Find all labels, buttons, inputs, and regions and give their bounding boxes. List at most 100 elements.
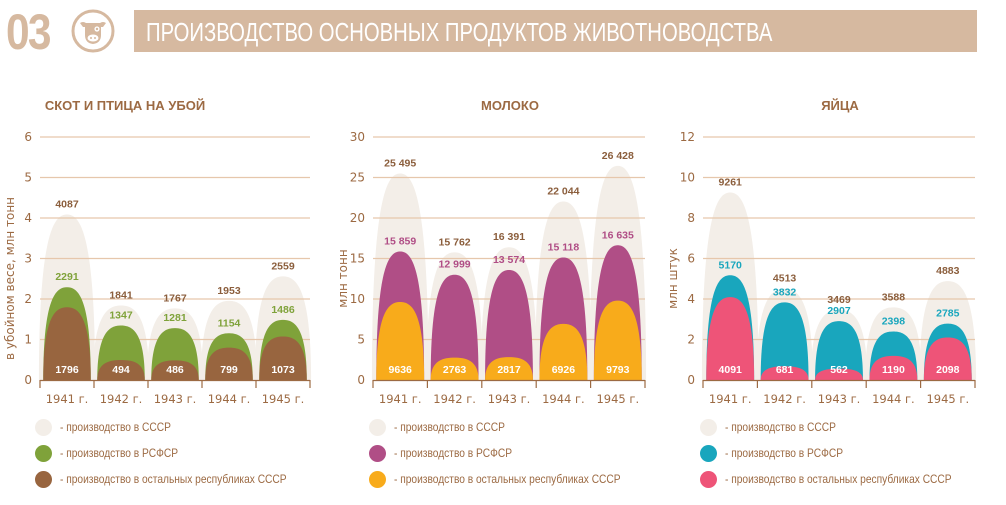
chart-milk: МОЛОКО млн тонн 0 5 10 15 20 25 30 1941 г. 1942 г.… (336, 98, 647, 406)
value-label-rsfsr: 2291 (55, 271, 79, 283)
value-label-ussr: 15 762 (439, 236, 471, 248)
x-tick-label: 1943 г. (154, 392, 197, 406)
value-label-ussr: 3588 (882, 291, 906, 303)
value-label-other: 681 (776, 364, 794, 376)
y-tick-label: 20 (350, 211, 365, 225)
y-tick-label: 10 (680, 171, 695, 185)
value-label-other: 486 (166, 364, 184, 376)
x-tick-label: 1942 г. (100, 392, 143, 406)
value-label-other: 799 (220, 364, 238, 376)
y-axis-label: в убойном весе, млн тонн (3, 197, 17, 360)
x-tick-label: 1942 г. (763, 392, 806, 406)
arch-rsfsr (430, 274, 479, 380)
value-label-ussr: 1953 (217, 285, 241, 297)
value-label-rsfsr: 2785 (936, 308, 960, 320)
y-tick-label: 6 (687, 252, 695, 266)
y-tick-label: 0 (687, 373, 695, 387)
value-label-other: 6926 (552, 364, 576, 376)
value-label-rsfsr: 5170 (719, 259, 743, 271)
y-tick-label: 4 (687, 292, 695, 306)
x-tick-label: 1945 г. (926, 392, 969, 406)
legend-label: - производство в СССР (394, 420, 505, 434)
y-axis-label: млн штук (666, 248, 680, 309)
legend-item-other: - производство в остальных республиках С… (700, 466, 992, 492)
legend-item-rsfsr: - производство в РСФСР (369, 440, 661, 466)
legend-label: - производство в остальных республиках С… (60, 472, 287, 486)
legend-item-other: - производство в остальных республиках С… (369, 466, 661, 492)
arch-other (706, 297, 755, 380)
y-tick-label: 2 (687, 333, 695, 347)
x-tick-label: 1945 г. (596, 392, 639, 406)
y-tick-label: 1 (24, 333, 32, 347)
y-axis-label: млн тонн (336, 249, 350, 307)
arch-other (259, 336, 307, 380)
value-label-rsfsr: 1486 (271, 304, 295, 316)
value-label-ussr: 4513 (773, 273, 797, 285)
legend-label: - производство в остальных республиках С… (725, 472, 952, 486)
y-tick-label: 2 (24, 292, 32, 306)
chart-meat: СКОТ И ПТИЦА НА УБОЙ в убойном весе, млн … (3, 98, 312, 406)
x-tick-label: 1941 г. (379, 392, 422, 406)
y-tick-label: 5 (357, 333, 365, 347)
value-label-other: 2098 (936, 364, 960, 376)
legend-label: - производство в РСФСР (394, 446, 513, 460)
y-tick-label: 0 (24, 373, 32, 387)
legend-item-ussr: - производство в СССР (700, 414, 992, 440)
value-label-rsfsr: 15 859 (384, 236, 416, 248)
section-number: 03 (6, 4, 52, 60)
charts-area: СКОТ И ПТИЦА НА УБОЙ в убойном весе, млн … (3, 98, 977, 406)
value-label-other: 9793 (606, 364, 630, 376)
value-label-other: 1796 (55, 364, 79, 376)
value-label-rsfsr: 1347 (109, 309, 133, 321)
legend-label: - производство в остальных республиках С… (394, 472, 621, 486)
x-tick-label: 1945 г. (262, 392, 305, 406)
legend-dot-rsfsr (369, 444, 386, 462)
legend-dot-ussr (700, 418, 717, 436)
arch-other (815, 368, 863, 380)
y-tick-label: 4 (24, 211, 32, 225)
x-tick-label: 1941 г. (46, 392, 89, 406)
arch-rsfsr (815, 321, 863, 380)
y-tick-label: 6 (24, 130, 32, 144)
y-tick-label: 30 (350, 130, 365, 144)
x-tick-label: 1944 г. (208, 392, 251, 406)
value-label-rsfsr: 1154 (218, 317, 241, 329)
value-label-rsfsr: 2398 (882, 315, 906, 327)
arch-other (376, 301, 425, 380)
arch-other (151, 360, 199, 380)
value-label-ussr: 16 391 (493, 231, 525, 243)
value-label-other: 2817 (497, 364, 521, 376)
y-tick-label: 15 (350, 252, 365, 266)
value-label-rsfsr: 2907 (827, 305, 851, 317)
legend-dot-ussr (35, 418, 52, 436)
arch-other (923, 337, 972, 380)
header-bar: ПРОИЗВОДСТВО ОСНОВНЫХ ПРОДУКТОВ ЖИВОТНОВ… (134, 10, 977, 52)
page-title: ПРОИЗВОДСТВО ОСНОВНЫХ ПРОДУКТОВ ЖИВОТНОВ… (146, 17, 773, 47)
value-label-rsfsr: 3832 (773, 286, 797, 298)
arch-rsfsr (485, 270, 533, 380)
value-label-ussr: 1767 (163, 292, 187, 304)
cow-icon (71, 9, 115, 53)
y-tick-label: 0 (357, 373, 365, 387)
legend-label: - производство в СССР (725, 420, 836, 434)
arch-other (869, 355, 918, 380)
arch-rsfsr (760, 302, 809, 380)
value-label-other: 4091 (719, 364, 743, 376)
arch-other (430, 357, 479, 380)
value-label-ussr: 22 044 (547, 185, 579, 197)
chart-title: СКОТ И ПТИЦА НА УБОЙ (45, 98, 205, 113)
legend-item-ussr: - производство в СССР (369, 414, 661, 440)
legend-eggs: - производство в СССР - производство в Р… (700, 414, 992, 492)
value-label-rsfsr: 16 635 (602, 229, 634, 241)
legend-meat: - производство в СССР - производство в Р… (35, 414, 327, 492)
value-label-other: 2763 (443, 364, 467, 376)
chart-title: МОЛОКО (481, 98, 539, 113)
legend-label: - производство в РСФСР (725, 446, 844, 460)
legend-item-rsfsr: - производство в РСФСР (700, 440, 992, 466)
value-label-rsfsr: 13 574 (493, 254, 525, 266)
legend-dot-other (369, 470, 386, 488)
y-tick-label: 25 (350, 171, 365, 185)
value-label-other: 562 (830, 364, 848, 376)
legend-milk: - производство в СССР - производство в Р… (369, 414, 661, 492)
value-label-other: 1190 (882, 364, 905, 376)
